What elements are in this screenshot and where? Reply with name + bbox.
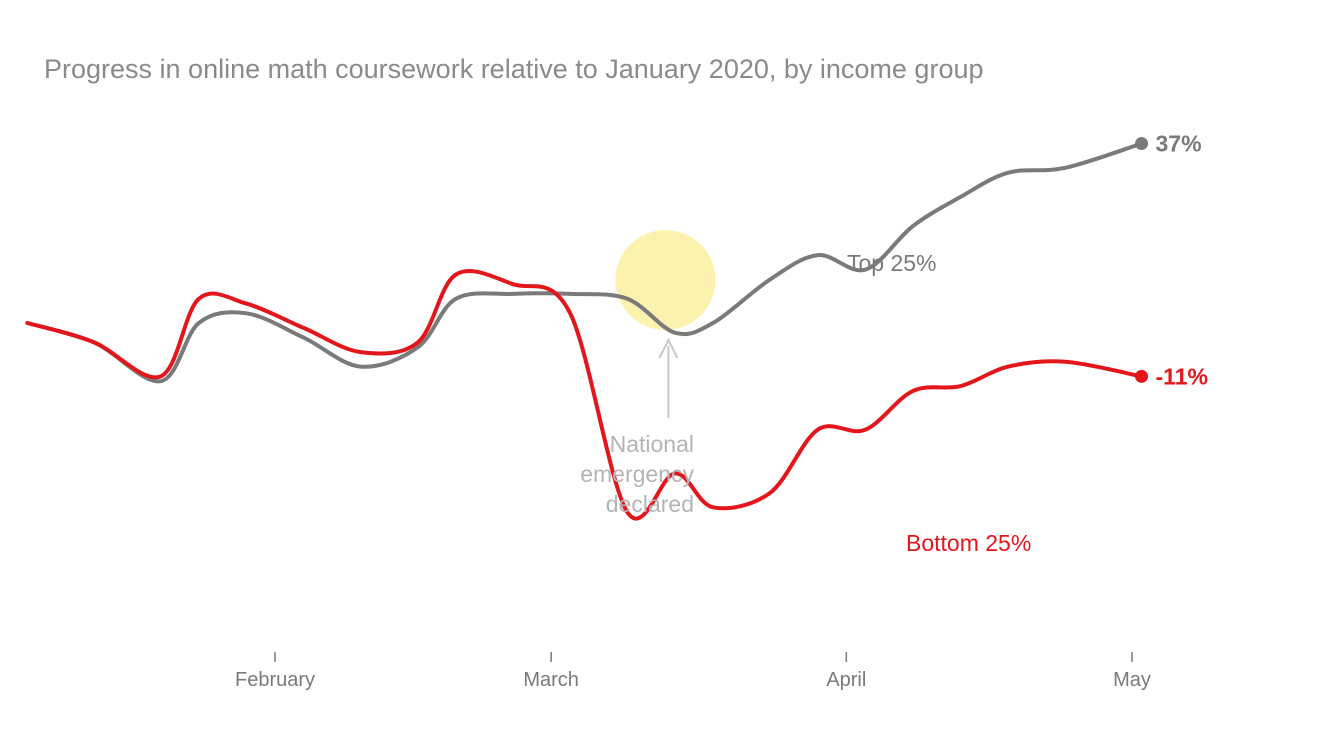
x-tick-label: May bbox=[1113, 669, 1151, 691]
x-tick-label: March bbox=[523, 669, 579, 691]
x-axis: February March April May bbox=[235, 652, 1151, 691]
emergency-highlight bbox=[615, 230, 716, 330]
x-tick-label: February bbox=[235, 669, 315, 691]
annotation-text-line: National bbox=[610, 431, 694, 457]
end-point-top-25 bbox=[1135, 137, 1149, 151]
annotation-arrow-head bbox=[658, 337, 679, 359]
annotation-text-line: emergency bbox=[580, 461, 694, 487]
series-line-bottom-25 bbox=[25, 269, 1144, 521]
series-name-top-25: Top 25% bbox=[847, 250, 937, 276]
chart-title: Progress in online math coursework relat… bbox=[44, 54, 984, 84]
emergency-annotation: National emergency declared bbox=[580, 337, 694, 517]
end-label-top-25: 37% bbox=[1156, 131, 1202, 157]
x-tick-label: April bbox=[826, 669, 866, 691]
end-point-bottom-25 bbox=[1135, 369, 1149, 383]
highlight-circle bbox=[615, 230, 716, 330]
annotation-text-line: declared bbox=[606, 491, 694, 517]
end-label-bottom-25: -11% bbox=[1156, 363, 1208, 389]
series-name-bottom-25: Bottom 25% bbox=[906, 530, 1031, 556]
series-labels: 37% Top 25% -11% Bottom 25% bbox=[847, 131, 1208, 556]
series-line-top-25 bbox=[25, 141, 1144, 384]
series-lines bbox=[25, 141, 1144, 521]
